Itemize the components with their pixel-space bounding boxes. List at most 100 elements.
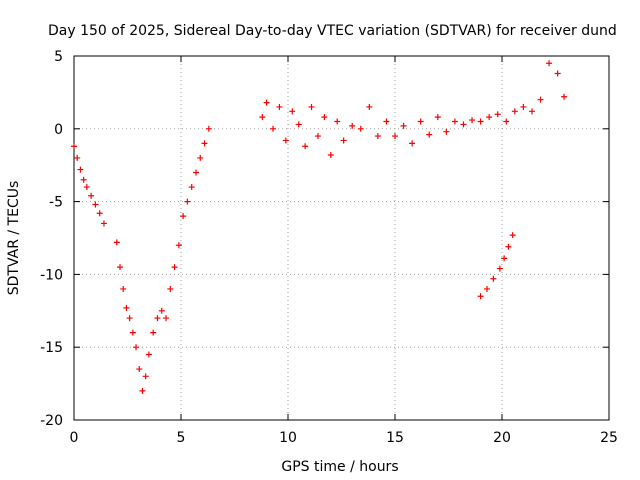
data-point: [129, 329, 136, 336]
data-point: [509, 232, 516, 239]
data-point: [113, 239, 120, 246]
y-tick-label: -20: [40, 413, 63, 429]
data-point: [451, 118, 458, 125]
data-point: [289, 108, 296, 115]
data-point: [426, 131, 433, 138]
data-point: [383, 118, 390, 125]
data-point: [321, 114, 328, 121]
data-point: [400, 122, 407, 129]
data-point: [171, 264, 178, 271]
data-point: [477, 118, 484, 125]
data-point: [314, 133, 321, 140]
y-tick-label: 5: [54, 49, 63, 65]
data-point: [123, 304, 130, 311]
data-point: [270, 125, 277, 132]
data-point: [501, 255, 508, 262]
data-point: [349, 122, 356, 129]
x-tick-label: 5: [177, 430, 186, 446]
data-point: [188, 184, 195, 191]
data-point: [537, 96, 544, 103]
data-point: [546, 60, 553, 67]
data-point: [409, 140, 416, 147]
data-point: [136, 366, 143, 373]
data-point: [496, 265, 503, 272]
data-point: [154, 315, 161, 322]
data-point: [120, 285, 127, 292]
data-point: [163, 315, 170, 322]
data-point: [201, 140, 208, 147]
data-point: [484, 285, 491, 292]
data-point: [150, 329, 157, 336]
x-axis-label: GPS time / hours: [281, 459, 398, 475]
x-tick-label: 25: [600, 430, 618, 446]
data-points: [71, 60, 568, 394]
data-point: [417, 118, 424, 125]
data-point: [366, 103, 373, 110]
data-point: [133, 344, 140, 351]
data-point: [357, 125, 364, 132]
data-point: [276, 103, 283, 110]
data-point: [96, 210, 103, 217]
data-point: [295, 121, 302, 128]
data-point: [145, 351, 152, 358]
data-point: [302, 143, 309, 150]
data-point: [184, 198, 191, 205]
data-point: [180, 213, 187, 220]
data-point: [74, 154, 81, 161]
data-point: [263, 99, 270, 106]
y-tick-label: -10: [40, 267, 63, 283]
data-point: [340, 137, 347, 144]
y-tick-label: -15: [40, 340, 63, 356]
data-point: [392, 133, 398, 140]
data-point: [167, 285, 174, 292]
data-point: [511, 108, 518, 115]
tick-labels: 0 5 10 15 20 25 5 0 -5 -10 -15 -20: [40, 49, 618, 446]
data-point: [477, 293, 484, 300]
x-tick-label: 15: [386, 430, 404, 446]
data-point: [259, 114, 266, 121]
data-point: [282, 137, 289, 144]
data-point: [434, 114, 441, 121]
data-point: [505, 243, 512, 250]
y-axis-label: SDTVAR / TECUs: [6, 181, 22, 296]
data-point: [503, 118, 510, 125]
grid: [74, 56, 609, 420]
data-point: [469, 117, 476, 124]
chart-title: Day 150 of 2025, Sidereal Day-to-day VTE…: [48, 23, 617, 39]
data-point: [374, 133, 381, 140]
x-tick-label: 20: [493, 430, 511, 446]
data-point: [83, 184, 90, 191]
data-point: [494, 111, 501, 118]
data-point: [327, 152, 334, 159]
data-point: [80, 176, 87, 183]
data-point: [192, 169, 199, 176]
y-tick-label: -5: [49, 195, 63, 211]
data-point: [205, 125, 212, 132]
data-point: [142, 373, 149, 380]
x-tick-label: 10: [279, 430, 297, 446]
y-tick-label: 0: [54, 122, 63, 138]
data-point: [77, 166, 84, 173]
data-point: [334, 118, 341, 125]
data-point: [561, 93, 568, 100]
data-point: [197, 154, 204, 161]
data-point: [100, 220, 107, 227]
data-point: [175, 242, 182, 249]
data-point: [490, 275, 497, 282]
data-point: [486, 114, 493, 121]
plot-frame: [73, 55, 610, 421]
axis-ticks: [73, 55, 610, 421]
data-point: [308, 103, 315, 110]
data-point: [554, 70, 561, 77]
data-point: [139, 387, 146, 394]
data-point: [71, 143, 77, 150]
data-point: [460, 121, 467, 128]
x-tick-label: 0: [70, 430, 79, 446]
data-point: [92, 201, 99, 208]
data-point: [126, 315, 133, 322]
data-point: [158, 307, 165, 314]
data-point: [117, 264, 124, 271]
data-point: [520, 103, 527, 110]
data-point: [528, 108, 535, 115]
